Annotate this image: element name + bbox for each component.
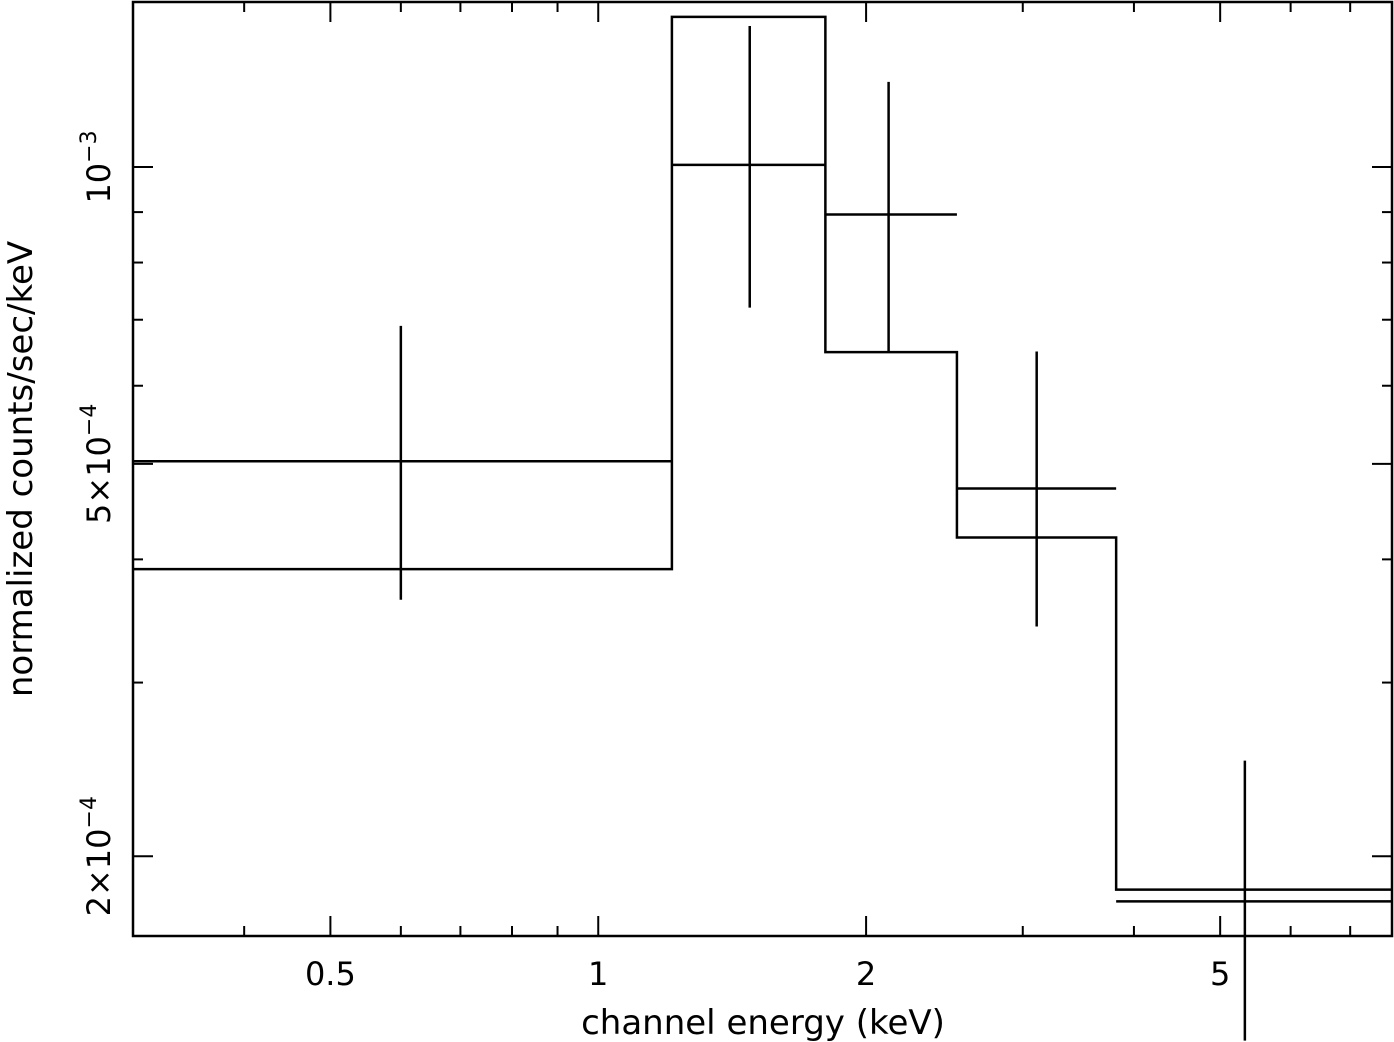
y-tick-label-exponent: −3 [77,130,102,162]
data-point [1116,760,1392,1041]
y-tick-label-base: 5×10 [80,436,118,524]
x-tick-label: 5 [1210,955,1230,993]
x-axis-label: channel energy (keV) [581,1003,945,1042]
y-tick-label-exponent: −4 [77,796,102,828]
model-steps [133,15,1392,891]
data-point [133,325,672,600]
plot-frame [131,0,1394,938]
y-axis-label: normalized counts/sec/keV [1,241,41,697]
axis-tick-labels: 0.5 1 2 510−35×10−42×10−4 [77,130,1230,993]
y-tick-label-base: 10 [80,163,118,204]
x-tick-label: 2 [856,955,876,993]
y-tick-label: 10−3 [77,130,118,203]
y-tick-label: 2×10−4 [77,796,118,916]
data-point [956,351,1117,627]
y-tick-label-base: 2×10 [80,828,118,916]
data-points [133,25,1392,1041]
data-point [671,25,826,308]
x-tick-label: 1 [588,955,608,993]
x-tick-label: 0.5 [305,955,356,993]
axis-ticks [132,2,1392,936]
y-tick-label: 5×10−4 [77,404,118,524]
data-point [825,81,957,352]
y-tick-label-exponent: −4 [77,404,102,436]
model-step-line [133,15,1392,891]
